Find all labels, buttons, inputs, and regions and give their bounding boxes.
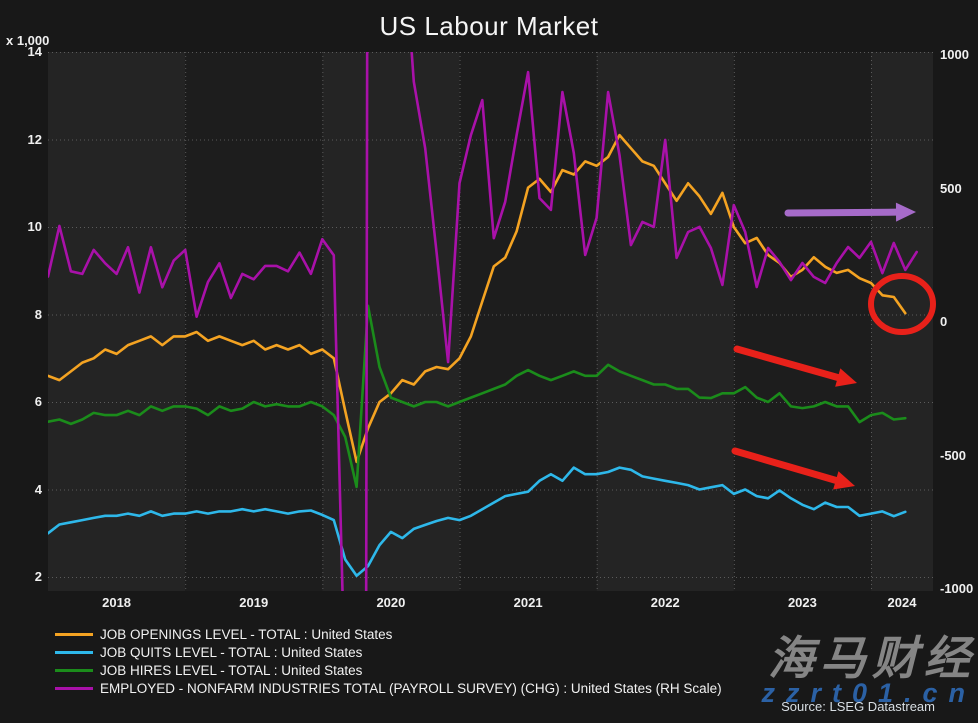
right-axis-tick-label: -500	[940, 447, 967, 463]
series-lines	[48, 52, 919, 591]
red-down-arrow-annotation-quits	[731, 447, 855, 490]
x-axis-year-label: 2022	[650, 595, 680, 610]
legend-item: JOB OPENINGS LEVEL - TOTAL : United Stat…	[55, 625, 722, 643]
year-band	[322, 52, 460, 591]
left-axis-tick-label: 4	[34, 481, 42, 497]
chart-title: US Labour Market	[379, 11, 599, 41]
year-bands	[48, 52, 933, 591]
left-axis-unit-label: x 1,000	[6, 33, 50, 48]
legend-item: JOB QUITS LEVEL - TOTAL : United States	[55, 643, 722, 661]
legend-line-swatch-icon	[55, 686, 93, 690]
year-band	[48, 52, 186, 591]
x-axis-year-label: 2021	[513, 595, 543, 610]
left-axis-tick-label: 14	[27, 44, 42, 59]
year-band	[459, 52, 597, 591]
legend-label: JOB HIRES LEVEL - TOTAL : United States	[100, 662, 363, 678]
red-circle-annotation	[868, 273, 936, 335]
legend-label: EMPLOYED - NONFARM INDUSTRIES TOTAL (PAY…	[100, 680, 722, 696]
legend-line-swatch-icon	[55, 650, 93, 654]
red-down-arrow-annotation-hires	[733, 345, 857, 387]
legend-label: JOB OPENINGS LEVEL - TOTAL : United Stat…	[100, 626, 393, 642]
left-axis-tick-label: 8	[34, 306, 42, 322]
legend-line-swatch-icon	[55, 668, 93, 672]
series-line-job-quits	[48, 466, 907, 578]
right-axis-tick-label: -1000	[940, 581, 974, 596]
x-axis-year-label: 2019	[239, 595, 269, 610]
x-axis-year-label: 2018	[102, 595, 132, 610]
x-axis-year-label: 2024	[887, 595, 917, 610]
legend-item: EMPLOYED - NONFARM INDUSTRIES TOTAL (PAY…	[55, 679, 722, 697]
watermark-brand-text: 海马财经	[768, 632, 976, 684]
x-axis-year-label: 2020	[376, 595, 406, 610]
left-axis-tick-label: 6	[34, 394, 42, 409]
year-band	[596, 52, 734, 591]
year-band	[185, 52, 323, 591]
purple-right-arrow-annotation	[784, 202, 916, 222]
source-attribution: Source: LSEG Datastream	[781, 699, 935, 714]
left-axis-tick-label: 12	[27, 131, 42, 147]
left-axis-tick-label: 10	[27, 219, 42, 234]
x-axis-year-label: 2023	[787, 595, 817, 610]
legend-label: JOB QUITS LEVEL - TOTAL : United States	[100, 644, 363, 660]
series-line-job-hires	[48, 304, 907, 489]
series-line-job-openings	[48, 133, 907, 464]
year-band	[733, 52, 872, 591]
right-axis-tick-label: 1000	[940, 47, 969, 62]
right-axis-tick-label: 0	[940, 314, 948, 329]
legend-item: JOB HIRES LEVEL - TOTAL : United States	[55, 661, 722, 679]
left-axis-tick-label: 2	[34, 569, 42, 584]
legend-line-swatch-icon	[55, 632, 93, 636]
watermark-url-text: zzrt01.cn	[761, 678, 976, 708]
right-axis-tick-label: 500	[940, 180, 962, 196]
series-line-payroll-change	[48, 52, 919, 591]
legend: JOB OPENINGS LEVEL - TOTAL : United Stat…	[55, 625, 722, 697]
annotations	[731, 202, 936, 490]
